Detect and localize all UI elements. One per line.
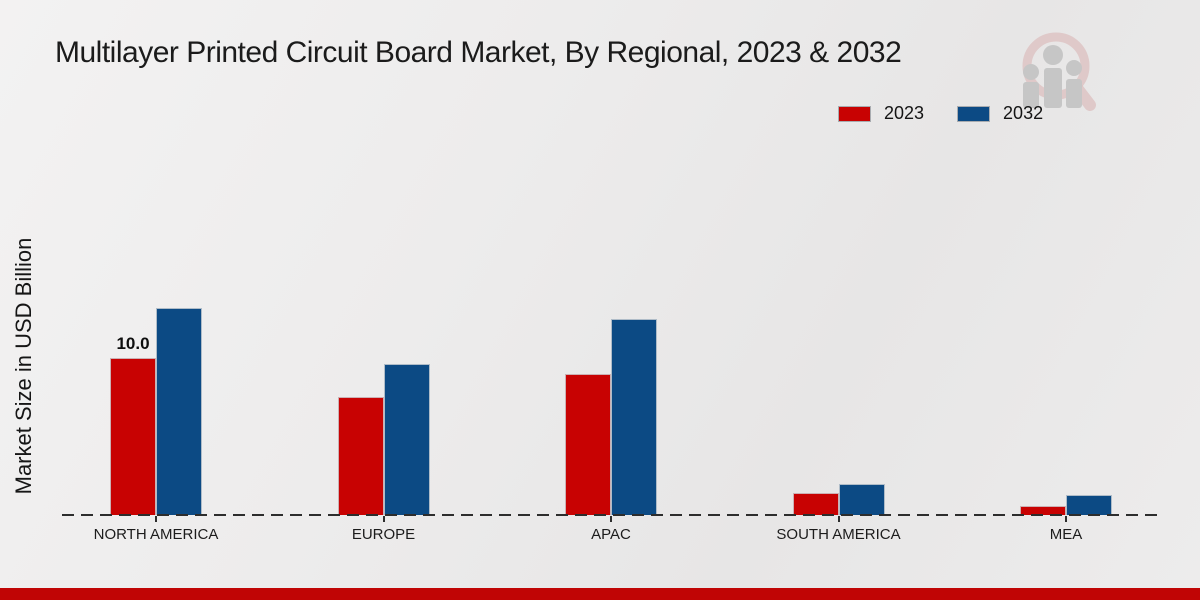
- footer-accent-bar: [0, 588, 1200, 600]
- x-axis-category-label: EUROPE: [351, 526, 416, 543]
- x-axis-tick: [382, 516, 385, 522]
- bar-2023-south-america: [792, 493, 839, 515]
- x-axis-category-label: NORTH AMERICA: [93, 526, 219, 543]
- bar-2032-apac: [611, 319, 657, 515]
- chart-title: Multilayer Printed Circuit Board Market,…: [55, 36, 902, 69]
- x-axis-tick: [610, 516, 612, 522]
- legend-swatch-2023: [838, 105, 871, 122]
- x-axis-tick: [837, 516, 840, 522]
- bar-value-label: 10.0: [116, 334, 150, 353]
- magnifier-bar-chart-watermark-icon: [1022, 32, 1096, 111]
- legend: 2023 2032: [838, 103, 1043, 124]
- legend-label-2023: 2023: [884, 103, 925, 123]
- bar-2032-mea: [1066, 495, 1112, 515]
- x-axis-tick: [155, 516, 157, 522]
- bar-2023-apac: [565, 374, 611, 515]
- bar-2032-north-america: [156, 308, 202, 515]
- bar-2023-north-america: [110, 358, 156, 515]
- bar-2032-south-america: [838, 484, 885, 515]
- legend-label-2032: 2032: [1003, 103, 1044, 123]
- x-axis-tick: [1065, 516, 1067, 522]
- legend-swatch-2032: [957, 105, 991, 122]
- legend-item-2032: 2032: [957, 103, 1043, 124]
- x-axis-category-label: APAC: [591, 526, 631, 543]
- bar-2023-europe: [337, 397, 384, 515]
- x-axis-category-label: MEA: [1049, 526, 1083, 543]
- bar-2032-europe: [383, 364, 430, 515]
- x-axis-category-label: SOUTH AMERICA: [776, 526, 901, 543]
- legend-item-2023: 2023: [838, 103, 924, 124]
- bar-2023-mea: [1020, 506, 1066, 515]
- x-axis-baseline: [62, 514, 1160, 516]
